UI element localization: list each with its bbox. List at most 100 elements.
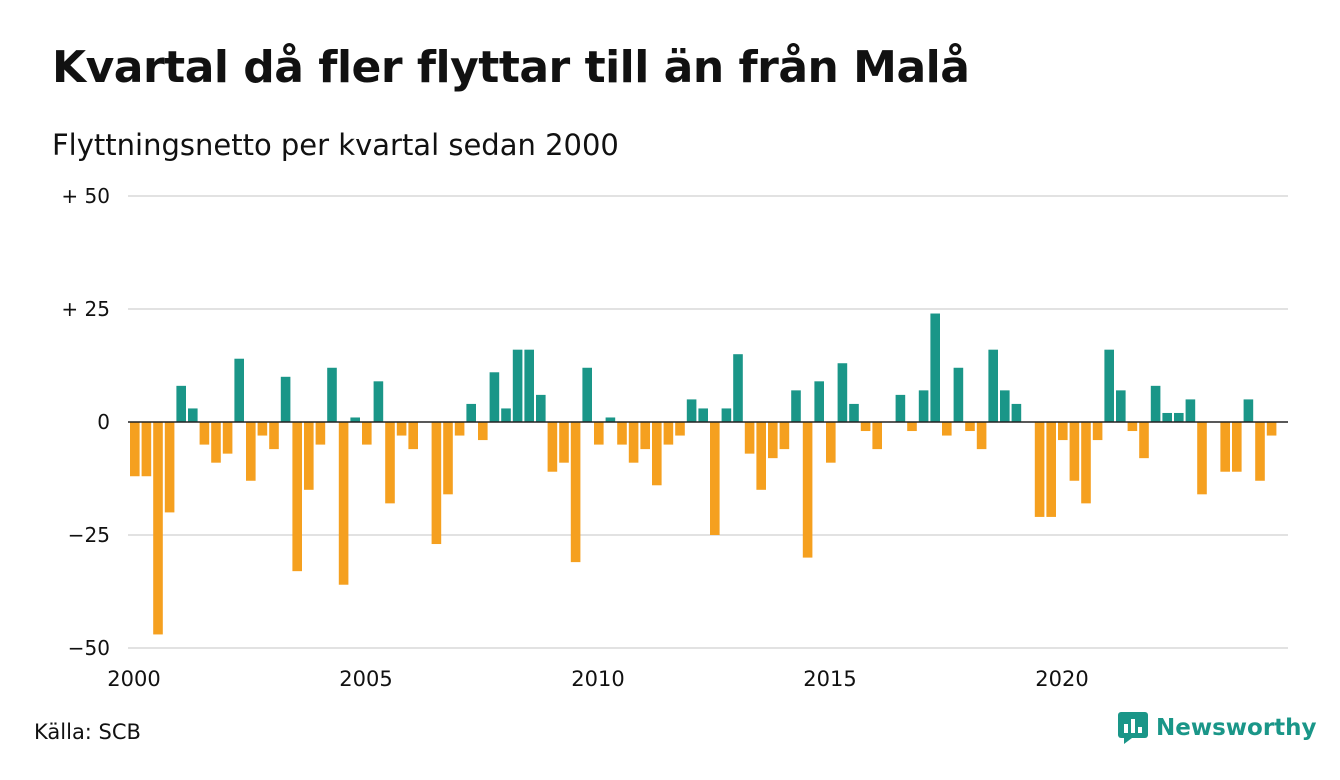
bar [1220,422,1230,472]
x-tick-label: 2020 [1035,667,1088,691]
bar [141,422,152,477]
bar [315,422,326,445]
bar [756,422,766,490]
bar [478,422,488,441]
bar [385,422,395,504]
bar [373,381,384,422]
bar [1092,422,1103,441]
bar [1011,403,1022,422]
bar [362,422,372,445]
bar [918,390,929,422]
bar [826,422,836,463]
bar [675,422,685,436]
x-tick-label: 2000 [107,667,160,691]
y-tick-label: + 50 [61,184,110,208]
y-tick-label: 0 [97,410,110,434]
bar [408,422,418,450]
bar [640,422,650,450]
bar [304,422,314,490]
bar [976,422,987,450]
bar [536,394,546,422]
bar [895,394,906,422]
bar [466,403,476,422]
bar [559,422,569,463]
bar [1069,422,1080,481]
x-tick-label: 2005 [339,667,392,691]
bar [872,422,882,450]
brand-name: Newsworthy [1156,715,1317,741]
x-tick-label: 2010 [571,667,624,691]
bar [849,403,859,422]
bar [327,367,337,422]
bar [350,417,360,422]
bar [338,422,349,585]
bar [524,349,534,422]
bar [652,422,662,486]
x-tick-label: 2015 [803,667,856,691]
gridlines [128,195,1288,649]
bar [1185,399,1196,422]
bar [814,381,824,422]
bar [965,422,975,432]
bar [768,422,778,459]
bar [663,422,674,445]
bar [860,422,871,432]
newsworthy-logo[interactable]: Newsworthy [1118,712,1317,744]
bar [930,313,940,422]
bar [1081,422,1091,504]
chart-title: Kvartal då fler flyttar till än från Mal… [52,42,970,93]
bar [779,422,790,450]
bar [234,358,244,422]
y-tick-label: −50 [68,636,110,660]
bar [153,422,163,635]
bar [1197,422,1207,495]
bar [617,422,627,445]
bar [698,408,708,422]
bar [907,422,917,432]
bar [837,363,848,422]
y-tick-label: + 25 [61,297,110,321]
bar [744,422,755,454]
bar [582,367,592,422]
bar [1150,385,1161,422]
source-note: Källa: SCB [34,720,141,744]
bar [443,422,453,495]
bar [431,422,442,545]
bar [1162,412,1172,422]
bar [396,422,407,436]
bar [710,422,720,535]
y-tick-label: −25 [68,523,110,547]
bar [953,367,964,422]
bar [1255,422,1265,481]
bar [988,349,998,422]
bar [1174,412,1184,422]
bar [605,417,616,422]
bar [791,390,801,422]
bar [1034,422,1045,517]
bar [222,422,233,454]
bar [188,408,198,422]
bar [1127,422,1138,432]
bar [130,422,140,477]
bar [269,422,279,450]
newsworthy-icon [1118,712,1148,744]
bar [1243,399,1254,422]
bar [512,349,523,422]
bar [628,422,639,463]
bar [454,422,465,436]
bar [721,408,732,422]
bar [1104,349,1114,422]
bar [246,422,256,481]
bar [1116,390,1126,422]
x-axis-labels: 2000 2005 2010 2015 2020 [107,667,1088,691]
bar [164,422,175,513]
y-axis-labels: + 50 + 25 0 −25 −50 [61,184,110,660]
bar [211,422,221,463]
bar [1232,422,1242,472]
bar [501,408,511,422]
bar [570,422,581,563]
bar [942,422,952,436]
bars [130,313,1277,635]
bar [733,354,743,422]
bar [686,399,697,422]
